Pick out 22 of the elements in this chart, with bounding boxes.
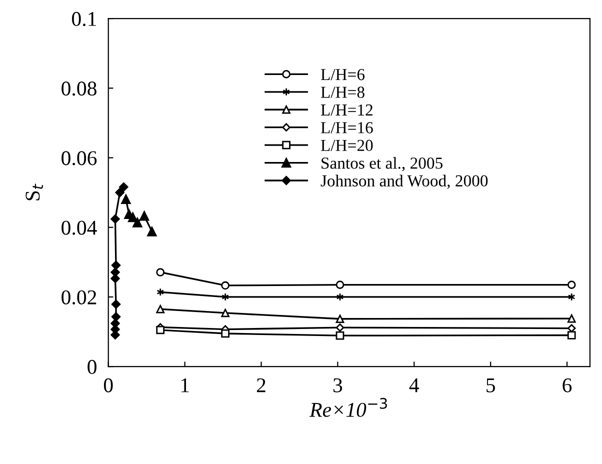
y-tick-label: 0.04: [62, 220, 97, 235]
legend-label: Johnson and Wood, 2000: [320, 174, 488, 189]
legend-label: L/H=6: [320, 68, 365, 80]
y-axis-title: S$_{t}$: [26, 184, 43, 200]
x-axis-title: Re×10$^{−3}$: [309, 398, 387, 417]
legend-label: L/H=8: [320, 86, 364, 98]
x-tick-label: 6: [562, 378, 572, 392]
y-tick-label: 0: [88, 360, 96, 374]
legend-label: L/H=12: [320, 104, 372, 116]
x-tick-label: 0: [104, 378, 113, 392]
x-tick-label: 5: [486, 378, 495, 392]
x-tick-label: 1: [181, 378, 189, 392]
legend-label: Santos et al., 2005: [322, 157, 442, 172]
y-tick-label: 0.08: [62, 82, 96, 96]
y-tick-label: 0.06: [62, 151, 97, 166]
x-tick-label: 4: [409, 378, 420, 392]
y-tick-label: 0.02: [62, 290, 96, 304]
y-tick-label: 0.1: [72, 12, 96, 26]
legend-label: L/H=16: [320, 122, 373, 134]
x-tick-label: 3: [333, 378, 342, 392]
legend-label: L/H=20: [320, 140, 373, 152]
x-tick-label: 2: [256, 378, 266, 392]
